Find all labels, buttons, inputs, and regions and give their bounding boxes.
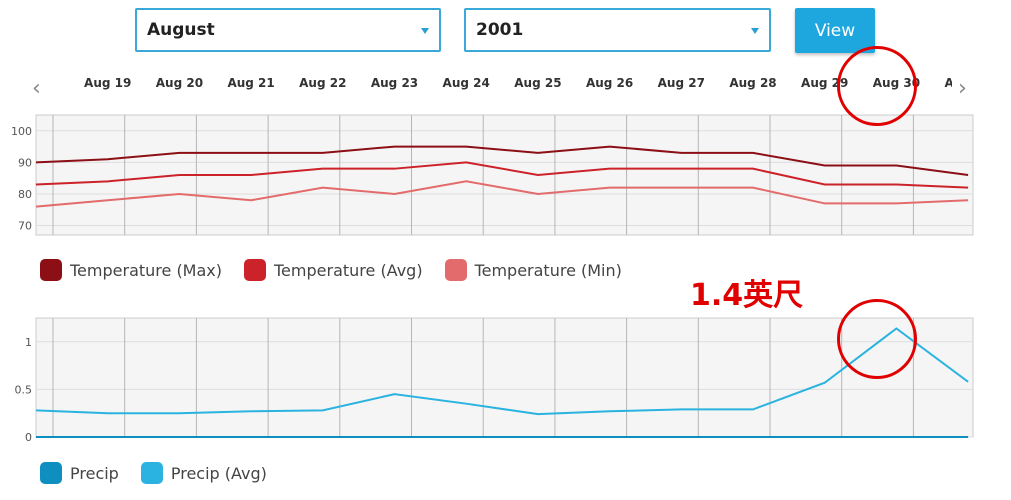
legend-label: Temperature (Min) — [475, 261, 622, 280]
series-line — [36, 328, 968, 414]
legend-swatch — [40, 462, 62, 484]
legend-swatch — [141, 462, 163, 484]
legend-swatch — [445, 259, 467, 281]
y-tick-label: 0.5 — [15, 383, 33, 396]
legend-label: Temperature (Max) — [70, 261, 222, 280]
y-tick-label: 70 — [18, 220, 32, 233]
precip-legend: Precip Precip (Avg) — [40, 462, 289, 484]
legend-swatch — [244, 259, 266, 281]
y-tick-label: 100 — [11, 125, 32, 138]
legend-item-precip-avg[interactable]: Precip (Avg) — [141, 462, 267, 484]
legend-label: Temperature (Avg) — [274, 261, 423, 280]
annotation-circle-date — [837, 46, 917, 126]
temperature-chart: 70 80 90 100 — [0, 0, 1011, 250]
legend-label: Precip — [70, 464, 119, 483]
y-tick-label: 1 — [25, 336, 32, 349]
legend-item-temp-min[interactable]: Temperature (Min) — [445, 259, 622, 281]
annotation-text: 1.4英尺 — [690, 270, 803, 314]
y-tick-label: 90 — [18, 156, 32, 169]
y-tick-label: 80 — [18, 188, 32, 201]
legend-item-temp-max[interactable]: Temperature (Max) — [40, 259, 222, 281]
legend-item-temp-avg[interactable]: Temperature (Avg) — [244, 259, 423, 281]
y-tick-label: 0 — [25, 431, 32, 444]
temperature-legend: Temperature (Max) Temperature (Avg) Temp… — [40, 259, 644, 281]
legend-swatch — [40, 259, 62, 281]
legend-item-precip[interactable]: Precip — [40, 462, 119, 484]
annotation-circle-peak — [837, 299, 917, 379]
plot-area — [36, 318, 973, 437]
legend-label: Precip (Avg) — [171, 464, 267, 483]
